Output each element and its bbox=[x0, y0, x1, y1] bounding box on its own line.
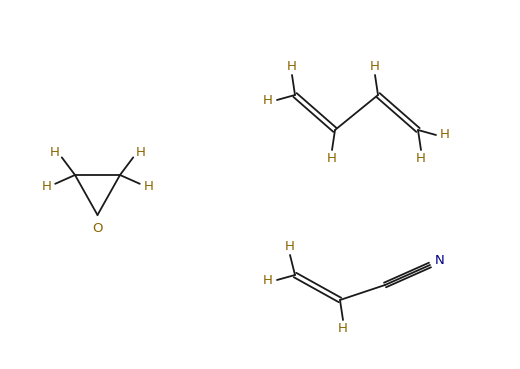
Text: H: H bbox=[263, 273, 273, 286]
Text: H: H bbox=[287, 59, 297, 72]
Text: H: H bbox=[327, 152, 337, 166]
Text: H: H bbox=[338, 323, 348, 335]
Text: H: H bbox=[144, 180, 154, 193]
Text: H: H bbox=[41, 180, 51, 193]
Text: N: N bbox=[435, 255, 445, 268]
Text: H: H bbox=[285, 239, 295, 252]
Text: H: H bbox=[370, 59, 380, 72]
Text: H: H bbox=[416, 152, 426, 166]
Text: H: H bbox=[263, 93, 273, 107]
Text: O: O bbox=[92, 221, 103, 235]
Text: H: H bbox=[440, 128, 450, 141]
Text: H: H bbox=[135, 146, 145, 159]
Text: H: H bbox=[50, 146, 60, 159]
